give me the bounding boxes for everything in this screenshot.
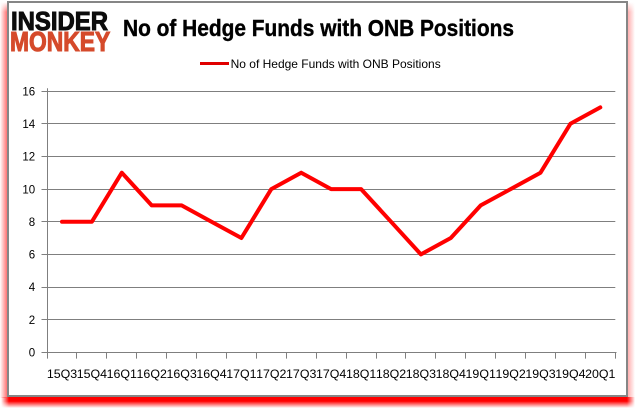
svg-text:12: 12 [22,152,35,164]
svg-text:17Q1: 17Q1 [226,367,256,381]
svg-text:19Q3: 19Q3 [525,367,555,381]
svg-text:18Q4: 18Q4 [436,367,466,381]
svg-text:19Q1: 19Q1 [466,367,496,381]
svg-text:16Q4: 16Q4 [196,367,226,381]
svg-text:17Q3: 17Q3 [286,367,316,381]
svg-text:16Q1: 16Q1 [107,367,137,381]
svg-text:18Q3: 18Q3 [406,367,436,381]
svg-text:6: 6 [29,250,35,262]
svg-text:16: 16 [22,86,35,98]
svg-text:17Q4: 17Q4 [316,367,346,381]
svg-text:18Q2: 18Q2 [376,367,406,381]
svg-text:10: 10 [22,184,35,196]
svg-text:20Q1: 20Q1 [585,367,615,381]
svg-text:15Q3: 15Q3 [47,367,77,381]
svg-text:19Q2: 19Q2 [495,367,525,381]
svg-text:2: 2 [29,315,35,327]
svg-text:8: 8 [29,217,35,229]
svg-text:15Q4: 15Q4 [77,367,107,381]
svg-text:4: 4 [29,282,36,294]
svg-text:17Q2: 17Q2 [256,367,286,381]
svg-text:0: 0 [29,348,35,360]
svg-text:18Q1: 18Q1 [346,367,376,381]
svg-text:14: 14 [22,119,35,131]
svg-text:19Q4: 19Q4 [555,367,585,381]
svg-text:16Q2: 16Q2 [137,367,167,381]
svg-text:16Q3: 16Q3 [166,367,196,381]
